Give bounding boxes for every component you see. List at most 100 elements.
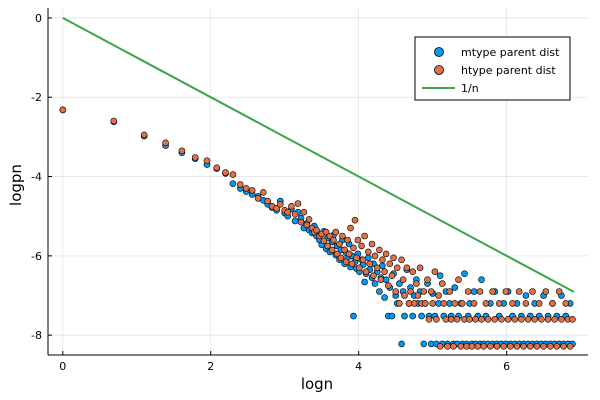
data-point-series-0	[461, 270, 468, 278]
data-point-series-1	[384, 282, 392, 289]
data-point-series-1	[522, 300, 530, 307]
data-point-series-1	[487, 342, 494, 350]
data-point-series-0	[388, 312, 396, 320]
data-point-series-1	[303, 221, 311, 229]
legend-label-mtype: mtype parent dist	[461, 46, 560, 59]
data-point-series-1	[480, 342, 488, 350]
x-tick-label: 2	[207, 360, 214, 373]
data-point-series-1	[513, 342, 521, 350]
data-point-series-1	[336, 240, 343, 248]
axes	[47, 8, 588, 356]
data-point-series-1	[288, 203, 295, 210]
data-point-series-1	[478, 315, 485, 323]
data-point-series-1	[191, 154, 199, 161]
data-point-series-1	[504, 315, 512, 323]
data-point-series-1	[393, 264, 401, 272]
data-point-series-1	[326, 232, 334, 240]
data-point-series-1	[344, 236, 351, 244]
data-point-series-1	[371, 252, 379, 260]
data-point-series-1	[337, 254, 345, 262]
data-point-series-1	[162, 139, 169, 147]
data-point-series-1	[529, 288, 536, 295]
data-point-series-1	[553, 342, 561, 350]
data-point-series-1	[489, 288, 496, 295]
data-point-series-1	[435, 292, 442, 299]
data-point-series-1	[526, 342, 534, 350]
data-point-series-1	[451, 300, 459, 307]
data-point-series-0	[361, 278, 368, 286]
data-point-series-0	[420, 340, 428, 348]
data-point-series-1	[328, 246, 336, 254]
x-tick-label: 4	[355, 360, 362, 373]
data-point-series-1	[484, 315, 492, 323]
data-point-series-1	[203, 157, 211, 164]
data-point-series-1	[544, 315, 552, 323]
data-point-series-1	[566, 342, 574, 350]
data-point-series-1	[377, 276, 385, 284]
data-point-series-1	[495, 300, 503, 307]
y-tick-label: 0	[35, 12, 42, 25]
data-point-series-1	[248, 187, 256, 194]
tick-labels: 0 2 4 6 0 -2 -4 -6 -8	[31, 12, 510, 373]
data-point-series-1	[470, 300, 478, 307]
data-point-series-0	[350, 312, 357, 320]
data-point-series-1	[424, 276, 431, 284]
data-point-series-1	[320, 237, 328, 245]
data-point-series-1	[421, 300, 429, 307]
data-point-series-1	[345, 250, 353, 258]
data-point-series-1	[368, 240, 376, 248]
data-point-series-1	[444, 342, 451, 350]
data-point-series-0	[478, 276, 485, 284]
data-point-series-1	[388, 272, 396, 280]
data-point-series-1	[350, 244, 357, 252]
legend-marker-htype	[434, 65, 444, 75]
data-point-series-1	[518, 315, 525, 323]
data-point-series-1	[264, 197, 272, 205]
data-point-series-1	[458, 300, 466, 307]
data-point-series-0	[436, 272, 444, 280]
data-point-series-1	[401, 292, 408, 299]
data-point-series-1	[482, 300, 490, 307]
data-point-series-0	[522, 292, 530, 299]
data-point-series-1	[433, 315, 440, 323]
data-point-series-0	[470, 288, 478, 295]
data-point-series-1	[407, 288, 414, 295]
data-point-series-1	[436, 342, 444, 350]
y-tick-label: -6	[31, 250, 42, 263]
data-point-series-1	[431, 268, 439, 276]
x-tick-label: 0	[59, 360, 66, 373]
data-point-series-1	[386, 260, 394, 268]
data-point-series-1	[353, 254, 360, 262]
data-point-series-0	[451, 284, 459, 291]
data-point-series-1	[254, 195, 262, 202]
data-point-series-0	[381, 294, 388, 301]
data-point-series-1	[399, 276, 407, 284]
data-point-series-1	[502, 288, 510, 295]
data-point-series-1	[237, 181, 244, 188]
data-point-series-1	[276, 201, 284, 208]
x-axis-label: logn	[301, 375, 333, 393]
legend-label-1n: 1/n	[461, 82, 479, 95]
data-point-series-1	[332, 228, 340, 236]
data-point-series-1	[450, 342, 457, 350]
data-point-series-1	[398, 256, 405, 264]
data-point-series-1	[498, 315, 505, 323]
data-point-series-1	[515, 288, 523, 295]
data-point-series-1	[342, 258, 350, 266]
data-point-series-1	[341, 246, 348, 254]
data-point-series-1	[392, 288, 400, 295]
data-point-series-1	[370, 272, 377, 280]
data-point-series-1	[438, 280, 446, 287]
data-point-series-1	[351, 216, 359, 224]
y-tick-label: -8	[31, 329, 42, 342]
data-point-series-1	[533, 342, 541, 350]
data-point-series-1	[358, 242, 365, 250]
data-point-series-1	[178, 147, 186, 155]
data-point-series-1	[551, 315, 559, 323]
data-point-series-1	[542, 288, 550, 295]
data-point-series-1	[427, 288, 435, 295]
data-series	[59, 17, 576, 350]
data-point-series-1	[294, 200, 302, 207]
data-point-series-1	[376, 246, 383, 254]
